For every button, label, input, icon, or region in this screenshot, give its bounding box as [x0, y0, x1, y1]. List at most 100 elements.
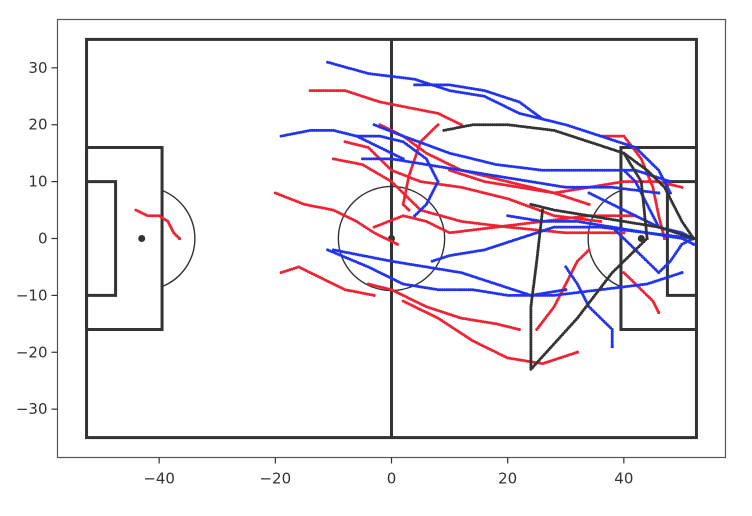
track-point — [563, 225, 567, 229]
track-point — [541, 168, 544, 172]
track-point — [575, 231, 579, 235]
track-point — [453, 126, 457, 130]
track-point — [504, 183, 508, 187]
track-point — [536, 248, 540, 252]
track-point — [571, 231, 574, 235]
track-point — [325, 128, 329, 132]
track-point — [616, 134, 619, 138]
track-point — [526, 293, 530, 297]
track-point — [381, 157, 385, 161]
track-point — [624, 187, 627, 191]
track-point — [559, 293, 563, 297]
track-point — [554, 191, 558, 195]
track-point — [657, 310, 661, 315]
track-point — [603, 168, 606, 172]
track-point — [405, 159, 409, 163]
track-point — [590, 218, 594, 222]
track-point — [535, 181, 539, 185]
track-point — [380, 100, 384, 104]
track-point — [536, 250, 540, 254]
track-point — [423, 180, 427, 184]
track-point — [310, 128, 314, 132]
track-point — [628, 180, 632, 184]
track-point — [570, 225, 574, 229]
track-point — [543, 293, 547, 297]
track-point — [516, 222, 520, 226]
track-point — [566, 231, 570, 235]
track-point — [538, 235, 541, 239]
track-point — [507, 224, 511, 227]
track-point — [534, 167, 538, 171]
track-point — [583, 218, 587, 221]
track-point — [680, 271, 684, 275]
track-point — [533, 188, 536, 192]
track-point — [624, 220, 628, 224]
track-point — [367, 134, 371, 138]
x-tick-label: −40 — [143, 470, 175, 488]
track-point — [548, 293, 552, 297]
track-point — [501, 163, 505, 167]
track-point — [419, 285, 422, 289]
track-point — [605, 214, 609, 218]
track-point — [429, 163, 433, 167]
track-point — [307, 203, 311, 207]
track-point — [548, 128, 552, 132]
track-point — [615, 186, 619, 190]
track-point — [662, 236, 667, 241]
track-point — [539, 189, 543, 193]
track-point — [497, 123, 501, 127]
track-point — [480, 123, 483, 127]
track-point — [519, 124, 523, 128]
track-point — [644, 221, 647, 225]
track-point — [605, 287, 609, 291]
track-point — [572, 216, 575, 220]
track-point — [537, 241, 541, 245]
track-point — [568, 292, 572, 295]
track-point — [459, 230, 463, 233]
track-point — [315, 128, 318, 132]
track-point — [613, 181, 617, 185]
track-point — [432, 83, 436, 87]
track-point — [537, 293, 541, 297]
track-point — [579, 225, 583, 229]
track-point — [384, 74, 388, 78]
left-penalty-spot — [138, 235, 146, 242]
track-point — [345, 251, 349, 254]
track-point — [418, 162, 422, 165]
track-point — [563, 292, 567, 296]
track-point — [534, 218, 538, 222]
track-point — [582, 185, 585, 189]
track-point — [387, 157, 391, 161]
track-point — [538, 361, 542, 365]
track-point — [517, 293, 521, 297]
track-point — [426, 83, 430, 87]
track-point — [286, 133, 290, 137]
track-point — [546, 128, 549, 132]
track-point — [363, 292, 367, 296]
track-point — [571, 219, 575, 223]
track-point — [557, 293, 561, 297]
track-point — [632, 284, 636, 288]
track-point — [525, 166, 529, 170]
track-point — [509, 184, 513, 188]
track-point — [554, 225, 558, 229]
track-point — [390, 259, 393, 263]
track-point — [611, 134, 615, 138]
track-point — [595, 231, 599, 235]
track-point — [465, 251, 469, 255]
track-point — [447, 288, 451, 292]
track-point — [610, 185, 614, 189]
track-point — [614, 286, 618, 290]
track-point — [642, 208, 646, 212]
track-point — [619, 186, 623, 190]
track-point — [485, 226, 489, 230]
track-point — [521, 166, 525, 170]
track — [413, 83, 672, 195]
track — [279, 128, 405, 161]
track-point — [372, 157, 376, 161]
track — [366, 282, 521, 332]
track-point — [510, 357, 514, 361]
track-point — [529, 347, 533, 351]
track-point — [576, 215, 580, 219]
track-point — [523, 293, 527, 297]
